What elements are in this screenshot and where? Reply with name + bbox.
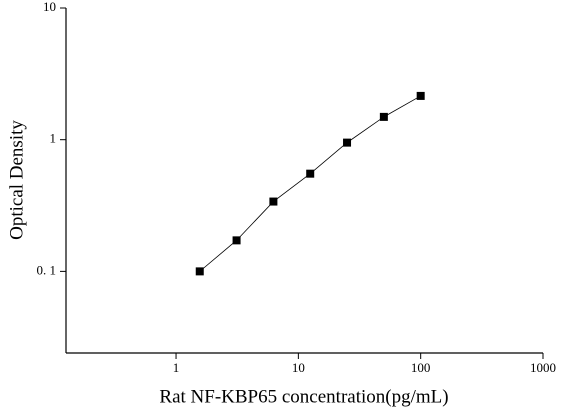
point	[416, 91, 425, 100]
point	[269, 197, 278, 206]
point	[195, 267, 204, 276]
x-tick-label: 1000	[530, 360, 556, 375]
y-tick-label: 1	[50, 131, 57, 146]
y-axis-label: Optical Density	[6, 120, 27, 240]
fit-line	[199, 95, 421, 272]
x-tick-label: 100	[411, 360, 431, 375]
y-tick-label: 10	[43, 0, 56, 14]
point	[379, 112, 388, 121]
point	[306, 169, 315, 178]
y-tick-label: 0. 1	[37, 262, 57, 277]
x-tick-label: 10	[292, 360, 305, 375]
x-tick-label: 1	[173, 360, 180, 375]
point	[232, 236, 241, 245]
x-axis-label: Rat NF-KBP65 concentration(pg/mL)	[159, 386, 448, 407]
point	[343, 138, 352, 147]
